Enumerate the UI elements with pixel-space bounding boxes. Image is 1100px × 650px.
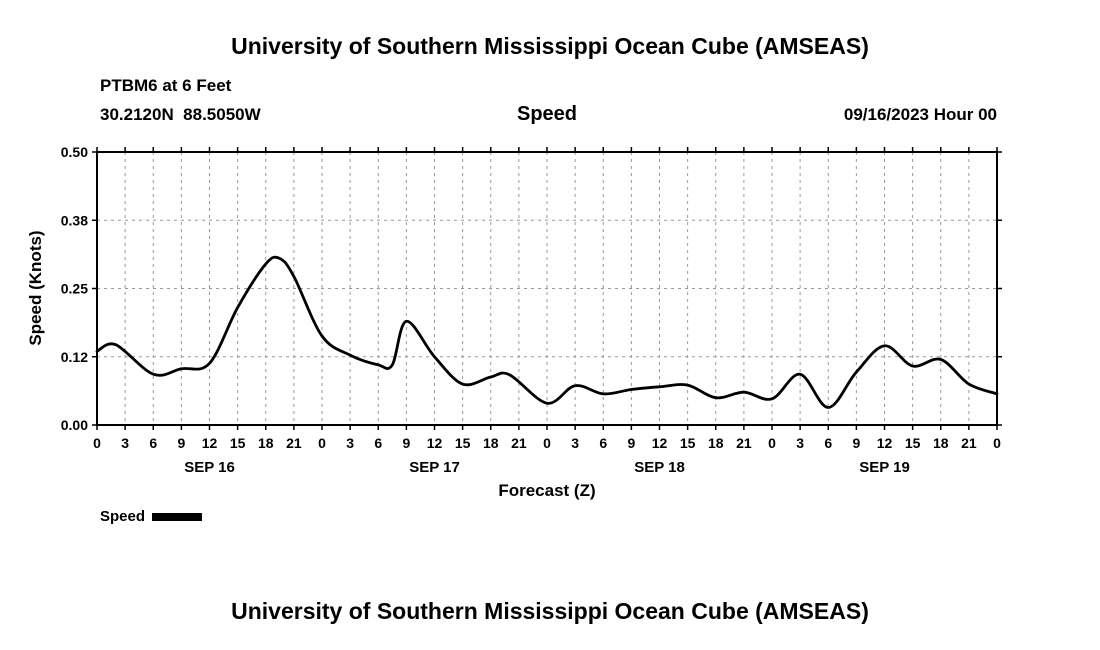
x-tick-label: 0 [993,435,1001,451]
x-tick-label: 0 [318,435,326,451]
station-label: PTBM6 at 6 Feet [100,76,232,95]
x-tick-label: 12 [202,435,218,451]
x-tick-label: 21 [736,435,752,451]
x-tick-label: 21 [511,435,527,451]
day-labels: SEP 16 SEP 17 SEP 18 SEP 19 [184,459,910,476]
x-tick-label: 6 [374,435,382,451]
y-tick-label: 0.38 [61,212,88,228]
x-tick-label: 15 [905,435,921,451]
x-tick-label: 9 [402,435,410,451]
x-tick-label: 12 [427,435,443,451]
y-tick-label: 0.00 [61,417,88,433]
legend-line-swatch [152,512,203,521]
x-tick-label: 9 [177,435,185,451]
x-tick-label: 18 [258,435,274,451]
x-tick-label: 0 [543,435,551,451]
x-tick-label: 3 [346,435,354,451]
day-label: SEP 17 [409,459,460,476]
x-tick-label: 15 [455,435,471,451]
x-tick-label: 0 [768,435,776,451]
page-title-bottom: University of Southern Mississippi Ocean… [231,598,869,624]
day-label: SEP 18 [634,459,685,476]
legend: Speed [100,508,203,525]
legend-label: Speed [100,508,146,525]
x-tick-label: 21 [286,435,302,451]
y-axis-title: Speed (Knots) [26,230,45,346]
x-tick-label: 12 [877,435,893,451]
y-tick-label: 0.50 [61,144,88,160]
x-tick-label: 3 [796,435,804,451]
x-tick-label: 6 [599,435,607,451]
day-label: SEP 19 [859,459,910,476]
x-tick-labels: 0 3 6 9 12 15 18 21 0 3 6 9 12 15 18 21 0 3 6 9 12 15 18 21 0 3 6 9… [93,435,1001,451]
page-title-top: University of Southern Mississippi Ocean… [231,33,869,59]
x-tick-label: 18 [483,435,499,451]
x-tick-label: 3 [571,435,579,451]
y-tick-label: 0.12 [61,349,88,365]
plot-border [96,151,998,426]
x-tick-label: 9 [852,435,860,451]
x-tick-label: 21 [961,435,977,451]
x-tick-label: 9 [627,435,635,451]
x-tick-label: 15 [230,435,246,451]
coordinates-label: 30.2120N 88.5050W [100,105,261,124]
x-tick-label: 6 [824,435,832,451]
grid-lines [97,152,997,425]
x-tick-label: 0 [93,435,101,451]
x-tick-label: 18 [708,435,724,451]
y-tick-labels: 0.00 0.12 0.25 0.38 0.50 [61,144,88,433]
x-tick-label: 6 [149,435,157,451]
series-line-speed [95,255,999,409]
run-time-label: 09/16/2023 Hour 00 [843,105,997,124]
x-tick-label: 18 [933,435,949,451]
plot-title: Speed [516,103,578,125]
x-tick-label: 15 [680,435,696,451]
y-tick-label: 0.25 [61,281,88,297]
x-axis-title: Forecast (Z) [498,481,596,500]
x-tick-label: 12 [652,435,668,451]
x-tick-label: 3 [121,435,129,451]
day-label: SEP 16 [184,459,235,476]
